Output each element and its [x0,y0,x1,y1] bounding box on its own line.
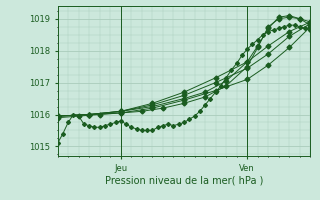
X-axis label: Pression niveau de la mer( hPa ): Pression niveau de la mer( hPa ) [105,175,263,185]
